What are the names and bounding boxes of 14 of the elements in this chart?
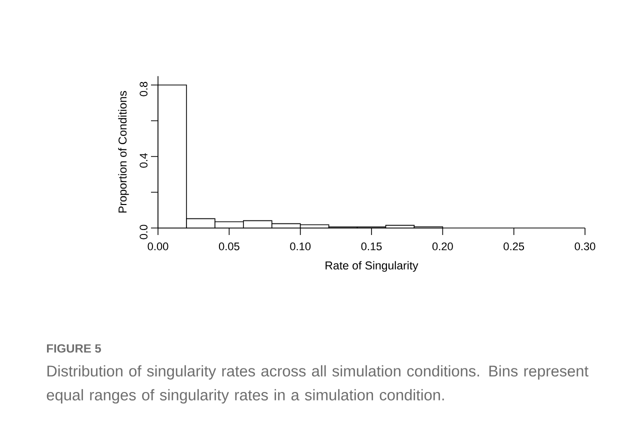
y-axis-title: Proportion of Conditions	[118, 91, 129, 213]
caption: FIGURE 5	[47, 344, 101, 353]
x-tick-label: 0.00	[148, 242, 168, 250]
x-tick-label: 0.30	[574, 242, 596, 250]
x-axis-title: Rate of Singularity	[326, 261, 418, 272]
x-tick-label: 0.15	[361, 242, 382, 250]
text: Distribution of singularity rates across all simulation conditions. Bins represent equal ranges of singularity rates in a simulation condition.	[46, 365, 588, 404]
x-tick-label: 0.10	[290, 242, 311, 250]
y-tick-label: 0.8	[140, 82, 148, 96]
y-tick-label: 0.0	[140, 224, 148, 240]
y-tick-label: 0.4	[140, 153, 148, 168]
x-tick-label: 0.20	[432, 242, 453, 250]
x-tick-label: 0.25	[504, 242, 524, 250]
x-tick-label: 0.05	[218, 242, 240, 250]
